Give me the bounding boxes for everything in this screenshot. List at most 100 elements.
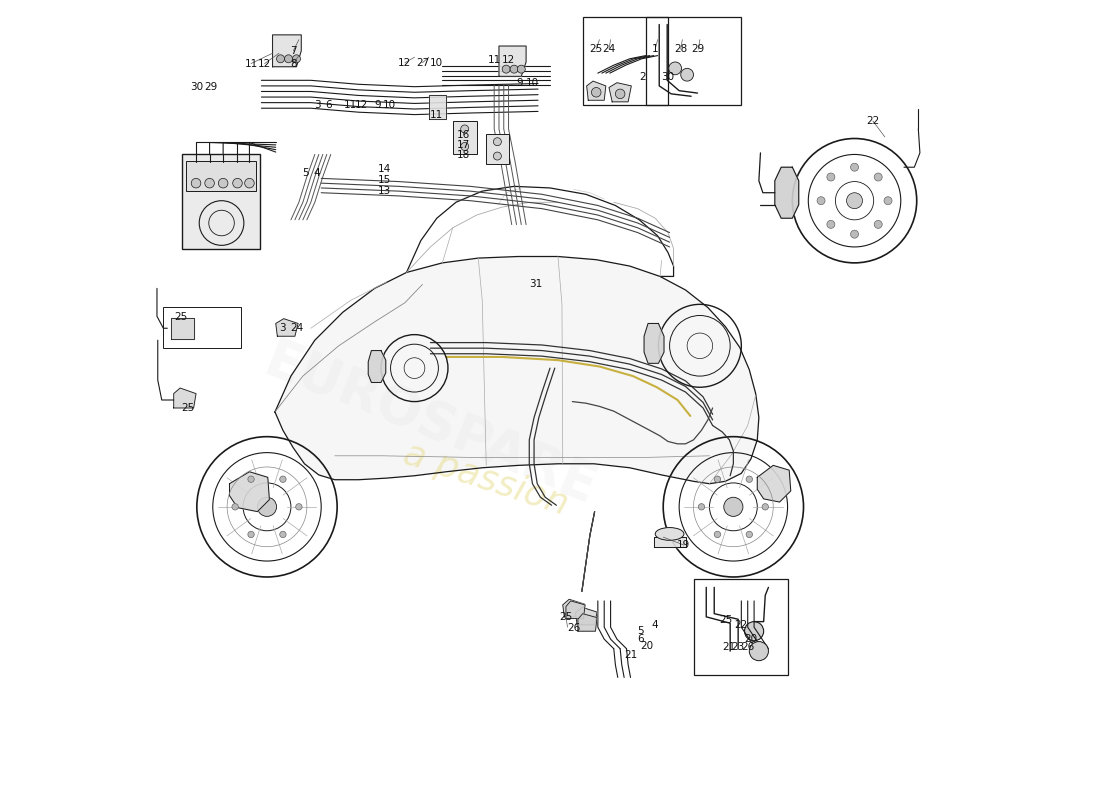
Polygon shape — [565, 601, 585, 618]
Circle shape — [592, 87, 601, 97]
Bar — [646, 18, 741, 105]
Text: 6: 6 — [326, 100, 332, 110]
Circle shape — [219, 178, 228, 188]
Bar — [583, 18, 668, 105]
Text: 12: 12 — [355, 100, 368, 110]
Text: 26: 26 — [568, 623, 581, 633]
Text: 3: 3 — [314, 100, 320, 110]
Polygon shape — [575, 607, 597, 625]
Circle shape — [745, 622, 763, 641]
Text: 25: 25 — [182, 403, 195, 413]
Text: 31: 31 — [529, 279, 542, 290]
Circle shape — [510, 65, 518, 73]
Circle shape — [827, 220, 835, 228]
Text: 10: 10 — [526, 78, 539, 88]
Polygon shape — [275, 257, 759, 484]
Text: 29: 29 — [205, 82, 218, 93]
Bar — [693, 579, 788, 675]
Text: 22: 22 — [735, 620, 748, 630]
Circle shape — [248, 476, 254, 482]
Circle shape — [257, 498, 276, 516]
Text: a passion: a passion — [399, 437, 573, 522]
Text: 12: 12 — [398, 58, 411, 68]
Polygon shape — [174, 388, 196, 408]
Circle shape — [746, 531, 752, 538]
Text: 10: 10 — [430, 58, 443, 68]
Text: EUROSPARE: EUROSPARE — [256, 334, 604, 514]
Circle shape — [276, 55, 285, 62]
Circle shape — [714, 531, 720, 538]
Circle shape — [724, 498, 743, 516]
Circle shape — [244, 178, 254, 188]
Circle shape — [874, 173, 882, 181]
Text: 4: 4 — [652, 620, 659, 630]
Text: 17: 17 — [458, 140, 471, 150]
Circle shape — [248, 531, 254, 538]
Circle shape — [296, 504, 303, 510]
Text: 25: 25 — [559, 612, 573, 622]
Circle shape — [847, 193, 862, 209]
Circle shape — [461, 125, 469, 133]
Circle shape — [232, 504, 239, 510]
Text: 27: 27 — [416, 58, 429, 68]
Text: 12: 12 — [258, 58, 272, 69]
Polygon shape — [653, 537, 685, 547]
Circle shape — [714, 476, 720, 482]
Text: 11: 11 — [429, 110, 442, 120]
Text: 14: 14 — [377, 164, 390, 174]
Bar — [453, 121, 476, 154]
Text: 25: 25 — [590, 44, 603, 54]
Polygon shape — [429, 95, 447, 119]
Text: 12: 12 — [502, 55, 515, 66]
Text: 8: 8 — [290, 58, 297, 69]
Circle shape — [205, 178, 214, 188]
Circle shape — [503, 65, 510, 73]
Text: 24: 24 — [603, 44, 616, 54]
Circle shape — [494, 152, 502, 160]
Text: 13: 13 — [377, 186, 390, 196]
Circle shape — [681, 68, 693, 81]
Text: 25: 25 — [174, 312, 187, 322]
Text: 5: 5 — [638, 626, 645, 636]
Circle shape — [279, 476, 286, 482]
Circle shape — [698, 504, 705, 510]
Polygon shape — [230, 472, 270, 512]
Text: 19: 19 — [678, 540, 691, 550]
Text: 22: 22 — [867, 116, 880, 126]
Text: 20: 20 — [745, 634, 758, 644]
Text: 28: 28 — [674, 44, 688, 54]
Circle shape — [517, 65, 526, 73]
Text: 11: 11 — [487, 55, 500, 66]
Text: 25: 25 — [718, 615, 732, 625]
Text: 24: 24 — [290, 323, 304, 334]
Text: 26: 26 — [741, 642, 755, 652]
Polygon shape — [276, 318, 298, 336]
Text: 9: 9 — [516, 78, 522, 88]
Text: 11: 11 — [344, 100, 358, 110]
Text: 29: 29 — [692, 44, 705, 54]
Circle shape — [285, 55, 293, 62]
Circle shape — [293, 55, 300, 62]
Circle shape — [746, 476, 752, 482]
Text: 4: 4 — [314, 168, 320, 178]
Text: 16: 16 — [458, 130, 471, 139]
Bar — [163, 306, 242, 348]
Polygon shape — [774, 167, 799, 218]
Text: 5: 5 — [301, 168, 309, 178]
Text: 3: 3 — [279, 323, 286, 334]
Text: 11: 11 — [244, 58, 257, 69]
Text: 30: 30 — [190, 82, 204, 93]
Circle shape — [874, 220, 882, 228]
Text: 6: 6 — [638, 634, 645, 644]
Text: 30: 30 — [661, 72, 674, 82]
Text: 1: 1 — [652, 44, 659, 54]
Polygon shape — [645, 323, 664, 363]
Polygon shape — [757, 466, 791, 502]
Polygon shape — [609, 82, 631, 102]
Polygon shape — [499, 46, 526, 76]
Text: 15: 15 — [377, 175, 390, 185]
Circle shape — [749, 642, 769, 661]
Circle shape — [850, 163, 858, 171]
Polygon shape — [586, 81, 606, 100]
Circle shape — [233, 178, 242, 188]
